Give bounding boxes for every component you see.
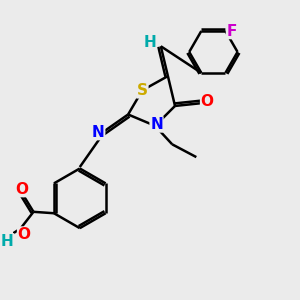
Text: O: O (18, 227, 31, 242)
Text: F: F (226, 23, 237, 38)
Text: O: O (16, 182, 28, 196)
Text: S: S (137, 83, 148, 98)
Text: H: H (1, 234, 14, 249)
Text: O: O (201, 94, 214, 109)
Text: H: H (144, 35, 156, 50)
Text: N: N (150, 117, 163, 132)
Text: N: N (92, 124, 105, 140)
